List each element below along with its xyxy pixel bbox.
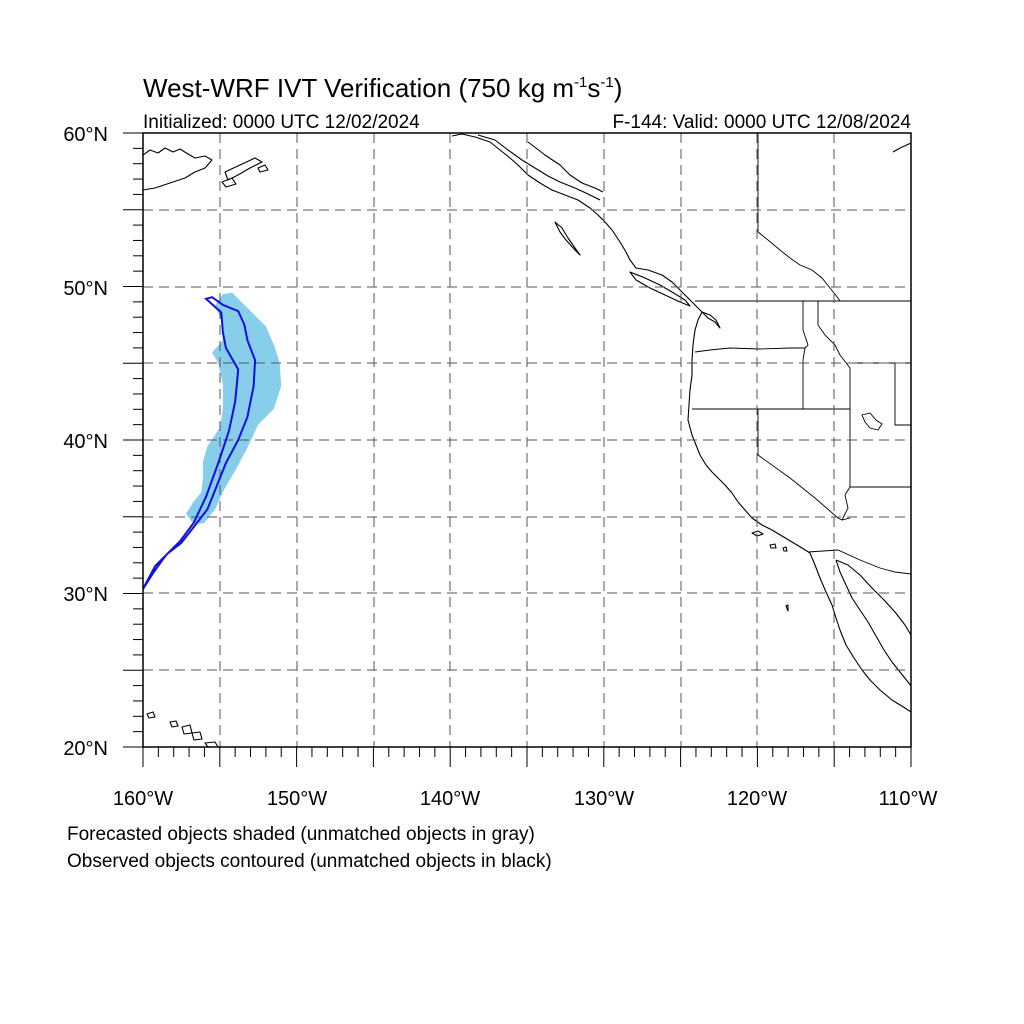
lat-label-60n: 60°N <box>63 124 108 146</box>
baja-west-coast <box>809 552 911 713</box>
utah-wyoming-border <box>850 362 911 426</box>
initialized-time: Initialized: 0000 UTC 12/02/2024 <box>143 112 420 133</box>
legend-forecast-caption: Forecasted objects shaded (unmatched obj… <box>67 824 535 845</box>
alaska-coast-inner <box>477 134 601 201</box>
lon-label-160w: 160°W <box>113 788 173 810</box>
great-salt-lake <box>861 412 883 431</box>
hudson-coast-fragment <box>892 142 911 153</box>
alaska-coast-west <box>143 147 213 191</box>
plot-area <box>143 133 911 747</box>
haida-gwaii <box>554 221 581 256</box>
political-borders <box>692 133 911 575</box>
baja-east-coast <box>835 559 911 687</box>
alaska-southeast-coast <box>451 133 703 313</box>
channel-islands <box>751 530 789 612</box>
map-title: West-WRF IVT Verification (750 kg m-1s-1… <box>143 73 622 103</box>
lat-label-50n: 50°N <box>63 278 108 300</box>
puget-sound <box>701 311 721 329</box>
lat-label-30n: 30°N <box>63 584 108 606</box>
hawaiian-islands <box>146 711 219 747</box>
mainland-mexico-coast <box>835 559 911 636</box>
valid-time: F-144: Valid: 0000 UTC 12/08/2024 <box>612 112 911 133</box>
longitude-labels: 160°W 150°W 140°W 130°W 120°W 110°W <box>113 788 938 810</box>
lon-label-120w: 120°W <box>727 788 787 810</box>
grid-lines <box>143 133 911 747</box>
legend-observed-caption: Observed objects contoured (unmatched ob… <box>67 851 552 872</box>
lon-label-140w: 140°W <box>420 788 480 810</box>
axis-ticks <box>123 132 912 767</box>
lat-label-20n: 20°N <box>63 738 108 760</box>
lon-label-110w: 110°W <box>879 788 938 810</box>
washington-oregon-border <box>694 347 806 409</box>
observed-ivt-contour <box>143 296 257 590</box>
lon-label-150w: 150°W <box>267 788 327 810</box>
california-nevada-border <box>757 409 851 521</box>
alaska-yukon-border <box>527 141 604 193</box>
us-mexico-border <box>807 549 911 575</box>
lon-label-130w: 130°W <box>574 788 634 810</box>
lat-label-40n: 40°N <box>63 431 108 453</box>
idaho-border <box>802 301 851 409</box>
vancouver-island <box>629 271 691 307</box>
nevada-arizona-border <box>841 409 851 521</box>
latitude-labels: 60°N 50°N 40°N 30°N 20°N <box>63 124 108 760</box>
bc-alberta-border <box>757 231 841 302</box>
alaska-islands <box>221 157 269 188</box>
